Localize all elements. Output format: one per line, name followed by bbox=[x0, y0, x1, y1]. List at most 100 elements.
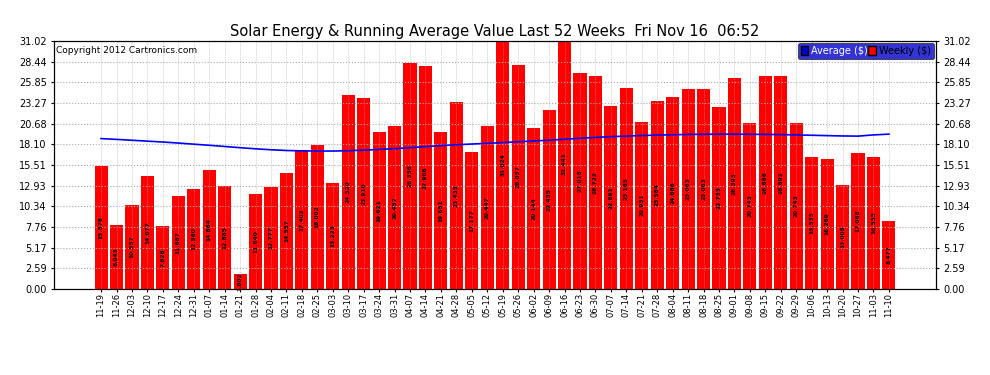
Bar bbox=[681, 89, 695, 289]
Bar bbox=[543, 110, 555, 289]
Title: Solar Energy & Running Average Value Last 52 Weeks  Fri Nov 16  06:52: Solar Energy & Running Average Value Las… bbox=[231, 24, 759, 39]
Text: 1.802: 1.802 bbox=[238, 272, 243, 291]
Bar bbox=[821, 159, 834, 289]
Bar bbox=[851, 153, 864, 289]
Bar bbox=[650, 100, 663, 289]
Text: 17.068: 17.068 bbox=[855, 209, 860, 232]
Bar bbox=[141, 176, 154, 289]
Bar bbox=[248, 194, 262, 289]
Bar bbox=[187, 189, 200, 289]
Text: 28.356: 28.356 bbox=[408, 164, 413, 187]
Text: 31.441: 31.441 bbox=[562, 152, 567, 175]
Bar bbox=[790, 123, 803, 289]
Bar bbox=[156, 226, 169, 289]
Text: 17.177: 17.177 bbox=[469, 209, 474, 232]
Text: 7.826: 7.826 bbox=[160, 248, 165, 267]
Bar bbox=[295, 150, 309, 289]
Text: 16.535: 16.535 bbox=[809, 211, 814, 234]
Bar bbox=[774, 76, 787, 289]
Text: Copyright 2012 Cartronics.com: Copyright 2012 Cartronics.com bbox=[56, 46, 197, 55]
Bar bbox=[218, 186, 232, 289]
Text: 22.891: 22.891 bbox=[609, 186, 614, 209]
Text: 11.840: 11.840 bbox=[253, 230, 258, 253]
Bar bbox=[728, 78, 742, 289]
Text: 23.584: 23.584 bbox=[654, 183, 659, 206]
Bar bbox=[264, 187, 277, 289]
Text: 20.447: 20.447 bbox=[485, 196, 490, 219]
Text: 8.477: 8.477 bbox=[886, 246, 891, 264]
Text: 20.743: 20.743 bbox=[747, 195, 752, 217]
Bar bbox=[697, 89, 710, 289]
Bar bbox=[404, 63, 417, 289]
Bar bbox=[435, 132, 447, 289]
Text: 17.402: 17.402 bbox=[299, 208, 304, 231]
Text: 8.043: 8.043 bbox=[114, 248, 119, 266]
Text: 11.687: 11.687 bbox=[176, 231, 181, 254]
Bar bbox=[496, 41, 509, 289]
Text: 15.378: 15.378 bbox=[99, 216, 104, 239]
Text: 26.722: 26.722 bbox=[593, 171, 598, 194]
Text: 10.557: 10.557 bbox=[130, 235, 135, 258]
Bar bbox=[388, 126, 401, 289]
Text: 16.269: 16.269 bbox=[825, 213, 830, 235]
Text: 22.733: 22.733 bbox=[717, 187, 722, 210]
Text: 20.144: 20.144 bbox=[531, 197, 537, 220]
Bar bbox=[713, 107, 726, 289]
Text: 25.063: 25.063 bbox=[701, 177, 706, 200]
Legend: Average ($), Weekly ($): Average ($), Weekly ($) bbox=[798, 43, 934, 59]
Text: 25.063: 25.063 bbox=[686, 177, 691, 200]
Bar bbox=[203, 170, 216, 289]
Text: 26.393: 26.393 bbox=[732, 172, 737, 195]
Bar bbox=[758, 76, 772, 289]
Bar bbox=[94, 166, 108, 289]
Text: 19.621: 19.621 bbox=[376, 199, 381, 222]
Bar bbox=[357, 98, 370, 289]
Text: 26.692: 26.692 bbox=[778, 171, 783, 194]
Text: 25.185: 25.185 bbox=[624, 177, 629, 200]
Text: 13.223: 13.223 bbox=[331, 225, 336, 248]
Bar bbox=[558, 38, 571, 289]
Text: 14.864: 14.864 bbox=[207, 218, 212, 241]
Bar bbox=[465, 152, 478, 289]
Bar bbox=[573, 73, 586, 289]
Bar bbox=[126, 204, 139, 289]
Text: 20.743: 20.743 bbox=[794, 195, 799, 217]
Bar bbox=[620, 88, 633, 289]
Text: 13.008: 13.008 bbox=[841, 225, 845, 248]
Bar bbox=[110, 225, 123, 289]
Text: 31.024: 31.024 bbox=[500, 154, 505, 176]
Bar bbox=[882, 221, 896, 289]
Bar bbox=[342, 95, 354, 289]
Text: 22.435: 22.435 bbox=[546, 188, 551, 211]
Text: 24.320: 24.320 bbox=[346, 180, 350, 203]
Bar bbox=[805, 157, 819, 289]
Bar bbox=[449, 102, 463, 289]
Bar bbox=[481, 126, 494, 289]
Bar bbox=[327, 183, 340, 289]
Text: 12.885: 12.885 bbox=[222, 226, 227, 249]
Bar bbox=[867, 157, 880, 289]
Bar bbox=[171, 195, 185, 289]
Bar bbox=[636, 122, 648, 289]
Bar bbox=[419, 66, 432, 289]
Text: 27.906: 27.906 bbox=[423, 166, 428, 189]
Bar bbox=[589, 75, 602, 289]
Bar bbox=[372, 132, 386, 289]
Text: 18.002: 18.002 bbox=[315, 206, 320, 228]
Bar bbox=[311, 145, 324, 289]
Bar bbox=[666, 96, 679, 289]
Text: 26.666: 26.666 bbox=[763, 171, 768, 194]
Bar bbox=[280, 172, 293, 289]
Bar bbox=[836, 185, 849, 289]
Text: 28.057: 28.057 bbox=[516, 165, 521, 188]
Bar bbox=[234, 274, 247, 289]
Text: 12.777: 12.777 bbox=[268, 226, 273, 249]
Bar bbox=[604, 106, 618, 289]
Text: 12.560: 12.560 bbox=[191, 227, 196, 250]
Text: 23.435: 23.435 bbox=[453, 184, 459, 207]
Bar bbox=[512, 65, 525, 289]
Bar bbox=[527, 128, 541, 289]
Text: 20.951: 20.951 bbox=[640, 194, 644, 216]
Text: 14.557: 14.557 bbox=[284, 219, 289, 242]
Text: 27.018: 27.018 bbox=[577, 170, 582, 192]
